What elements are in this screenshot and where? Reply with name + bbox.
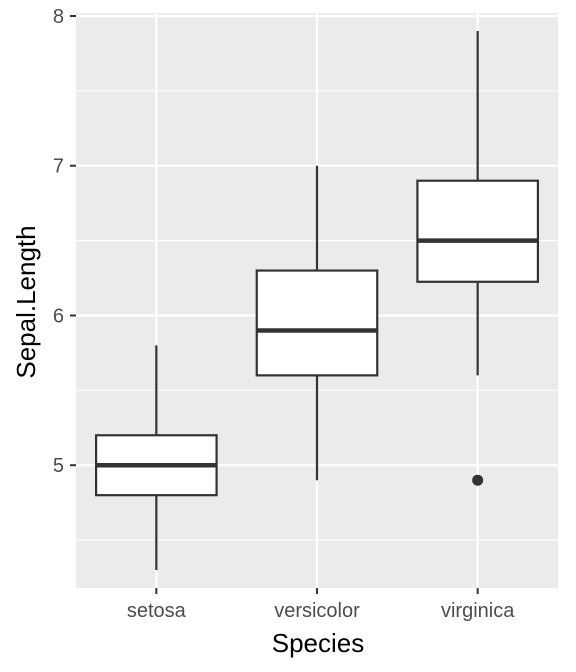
outlier-point [472, 474, 484, 486]
x-axis-title: Species [272, 628, 365, 658]
x-tick-label: setosa [127, 600, 187, 622]
iqr-box [255, 269, 379, 377]
box-versicolor [255, 165, 379, 481]
x-tick-label: virginica [441, 600, 515, 622]
y-tick-label: 6 [53, 305, 64, 327]
tick-labels: 5 6 7 8 setosa versicolor virginica [53, 6, 515, 622]
box-setosa [94, 345, 218, 571]
axis-ticks [70, 14, 479, 594]
y-tick-label: 8 [53, 6, 64, 28]
box-virginica [416, 30, 540, 486]
iqr-box [416, 179, 540, 283]
y-tick-label: 7 [53, 156, 64, 178]
y-axis-title: Sepal.Length [11, 225, 41, 378]
boxes [94, 30, 540, 571]
y-tick-label: 5 [53, 455, 64, 477]
x-tick-label: versicolor [274, 600, 360, 622]
